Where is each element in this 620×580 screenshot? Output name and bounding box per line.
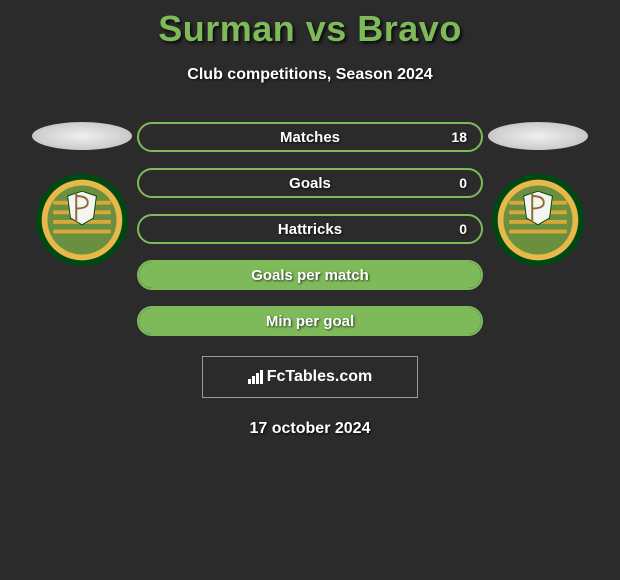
player-right-silhouette (488, 122, 588, 150)
stat-label: Hattricks (139, 221, 481, 238)
stat-row: Hattricks0 (137, 214, 483, 244)
stat-value-right: 18 (451, 129, 467, 145)
player-right-column (483, 122, 593, 268)
stat-label: Min per goal (139, 313, 481, 330)
stat-label: Goals per match (139, 267, 481, 284)
stat-value-right: 0 (459, 221, 467, 237)
player-left-column (27, 122, 137, 268)
stat-value-right: 0 (459, 175, 467, 191)
brand-label: FcTables.com (267, 368, 373, 386)
stat-label: Matches (139, 129, 481, 146)
team-right-badge (490, 172, 586, 268)
comparison-card: Surman vs Bravo Club competitions, Seaso… (0, 0, 620, 438)
stat-label: Goals (139, 175, 481, 192)
date-label: 17 october 2024 (250, 420, 371, 438)
page-title: Surman vs Bravo (158, 8, 462, 50)
stat-row: Goals per match (137, 260, 483, 290)
brand-box[interactable]: FcTables.com (202, 356, 418, 398)
stat-row: Min per goal (137, 306, 483, 336)
main-section: Matches18Goals0Hattricks0Goals per match… (0, 122, 620, 336)
stats-list: Matches18Goals0Hattricks0Goals per match… (137, 122, 483, 336)
subtitle: Club competitions, Season 2024 (187, 66, 432, 84)
team-left-badge (34, 172, 130, 268)
stat-row: Goals0 (137, 168, 483, 198)
player-left-silhouette (32, 122, 132, 150)
chart-icon (248, 370, 263, 384)
stat-row: Matches18 (137, 122, 483, 152)
